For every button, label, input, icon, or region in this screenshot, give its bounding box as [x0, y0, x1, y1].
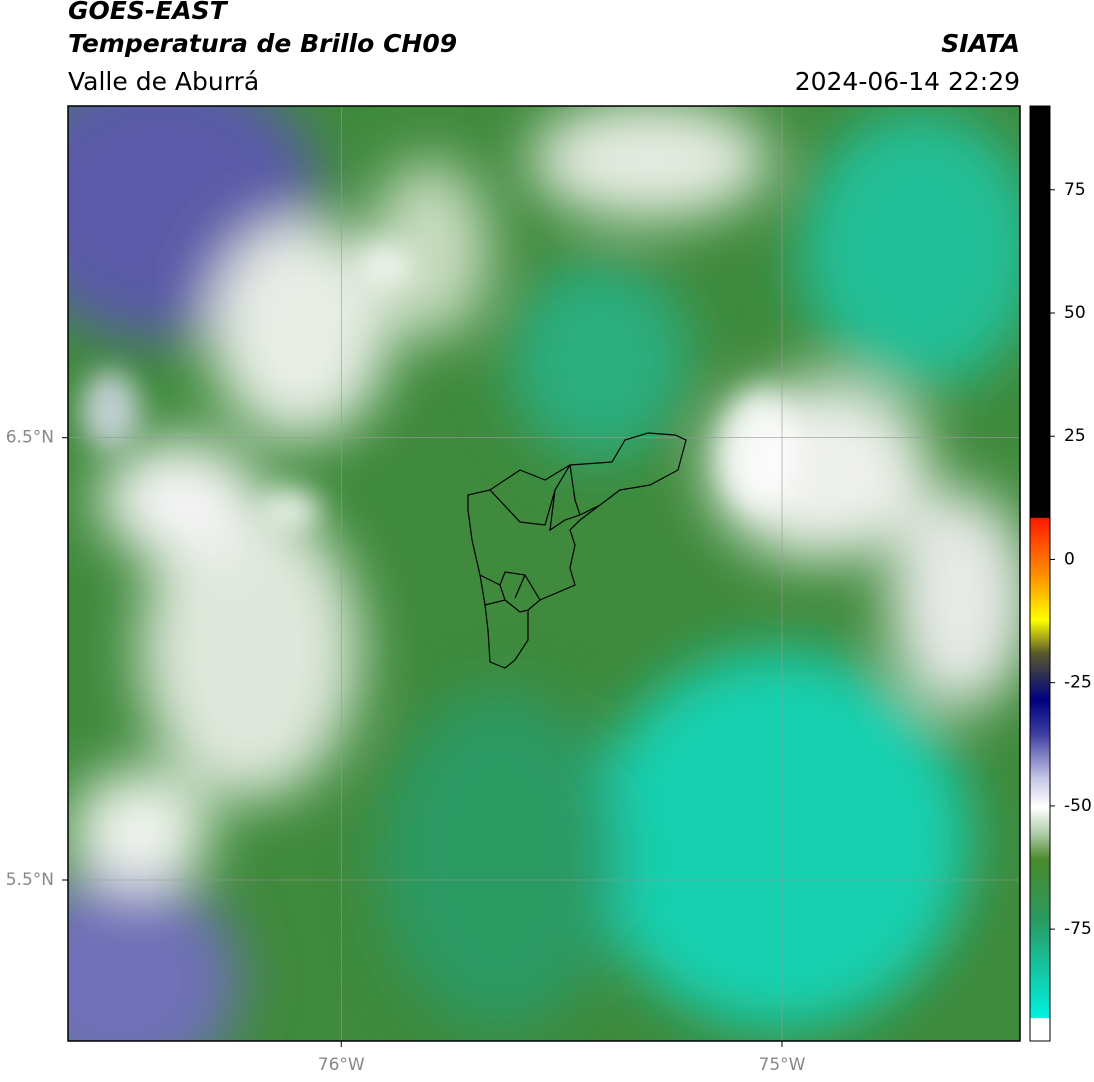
timestamp: 2024-06-14 22:29	[795, 67, 1020, 96]
y-tick-label: 6.5°N	[6, 428, 54, 448]
colorbar-tick-label: -25	[1064, 673, 1092, 693]
map-frame	[67, 105, 1021, 1042]
x-tick-label: 76°W	[318, 1055, 365, 1075]
region: Valle de Aburrá	[68, 67, 259, 96]
title: GOES-EAST	[68, 0, 229, 25]
colorbar-tick-label: 50	[1064, 303, 1086, 323]
colorbar-tick-label: 0	[1064, 549, 1075, 569]
colorbar-tick-label: 25	[1064, 426, 1086, 446]
subtitle: Temperatura de Brillo CH09	[68, 29, 457, 58]
colorbar-tick-label: 75	[1064, 180, 1086, 200]
source: SIATA	[941, 29, 1020, 58]
y-tick-label: 5.5°N	[6, 870, 54, 890]
x-tick-label: 75°W	[759, 1055, 806, 1075]
municipality-borders	[467, 432, 687, 669]
satellite-image	[68, 106, 1020, 1041]
colorbar	[1029, 105, 1051, 1042]
colorbar-tick-label: -50	[1064, 796, 1092, 816]
colorbar-tick-label: -75	[1064, 919, 1092, 939]
